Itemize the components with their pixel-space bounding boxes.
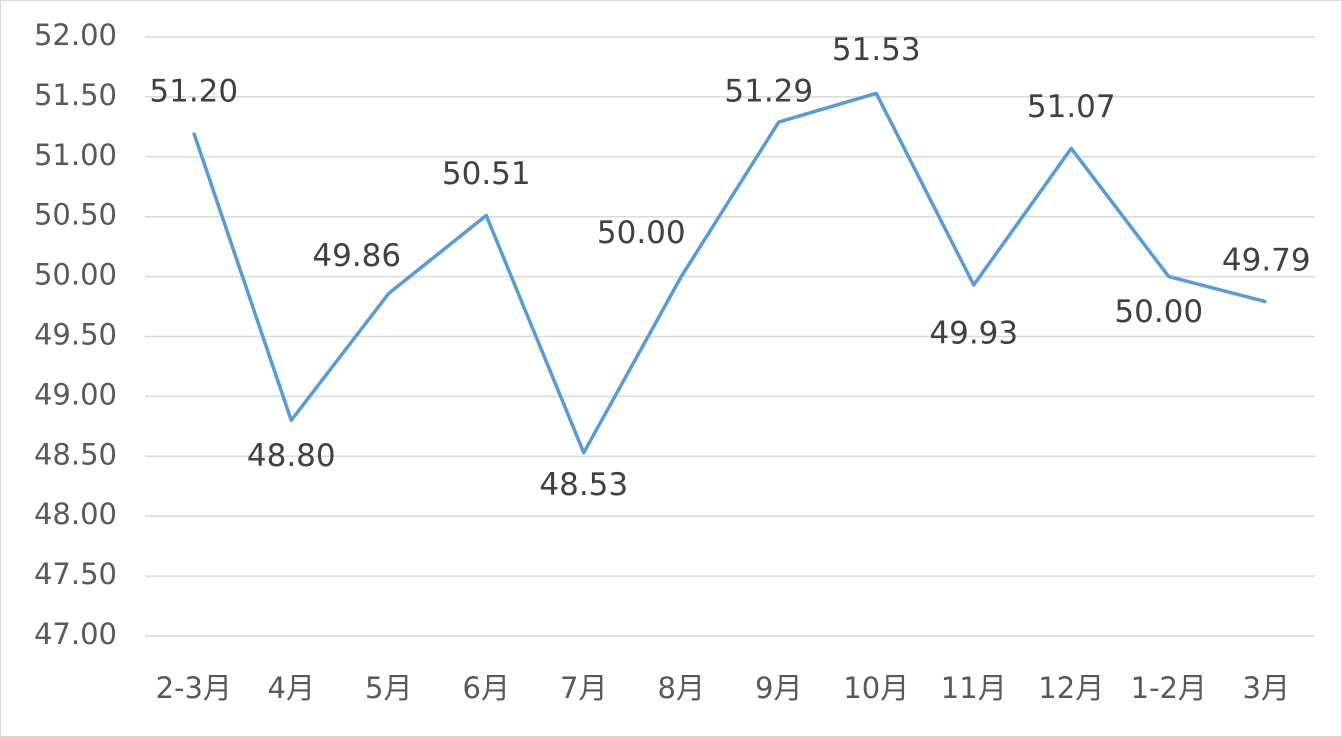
- data-label: 51.53: [832, 32, 921, 68]
- y-tick-label: 50.50: [34, 198, 117, 232]
- y-tick-label: 48.50: [34, 437, 117, 471]
- data-label: 51.20: [149, 73, 238, 109]
- y-tick-label: 48.00: [34, 497, 117, 531]
- data-label: 50.00: [1114, 294, 1203, 330]
- series-line: [192, 91, 1267, 455]
- x-tick-label: 5月: [365, 671, 412, 705]
- y-tick-label: 49.50: [34, 318, 117, 352]
- x-tick-label: 11月: [941, 671, 1007, 705]
- y-tick-label: 51.00: [34, 138, 117, 172]
- y-tick-label: 47.00: [34, 617, 117, 651]
- y-tick-label: 52.00: [34, 18, 117, 52]
- y-tick-label: 50.00: [34, 258, 117, 292]
- x-tick-label: 12月: [1038, 671, 1104, 705]
- x-tick-label: 2-3月: [156, 671, 232, 705]
- data-label: 50.51: [442, 156, 531, 192]
- data-label: 51.07: [1027, 89, 1116, 125]
- x-tick-label: 3月: [1243, 671, 1290, 705]
- x-tick-label: 8月: [658, 671, 705, 705]
- y-tick-label: 47.50: [34, 557, 117, 591]
- y-tick-label: 51.50: [34, 78, 117, 112]
- data-label: 48.53: [539, 467, 628, 503]
- x-tick-label: 9月: [755, 671, 802, 705]
- x-tick-label: 10月: [843, 671, 909, 705]
- data-label: 49.93: [929, 315, 1018, 351]
- x-tick-label: 4月: [268, 671, 315, 705]
- y-tick-label: 49.00: [34, 377, 117, 411]
- data-label: 51.29: [724, 74, 813, 110]
- x-tick-label: 6月: [463, 671, 510, 705]
- x-tick-label: 1-2月: [1131, 671, 1207, 705]
- data-label: 48.80: [247, 438, 336, 474]
- data-label: 49.86: [312, 238, 401, 274]
- data-label: 49.79: [1222, 242, 1311, 278]
- x-tick-label: 7月: [560, 671, 607, 705]
- data-label: 50.00: [597, 215, 686, 251]
